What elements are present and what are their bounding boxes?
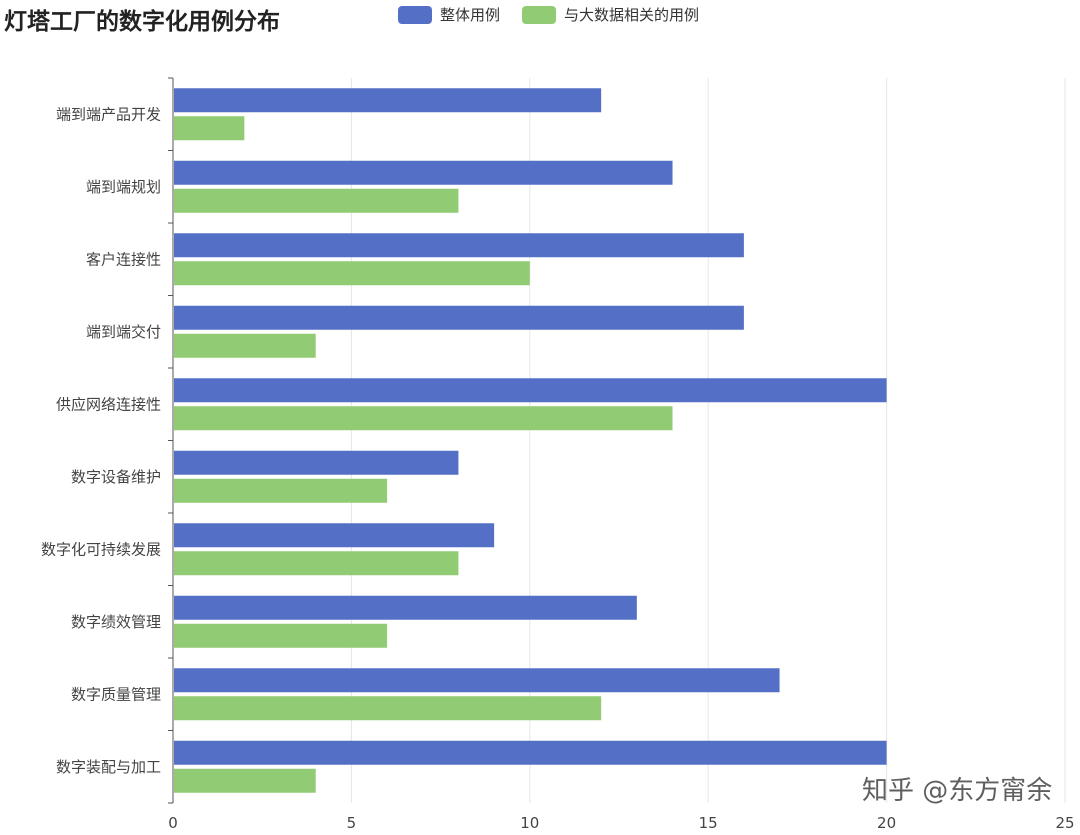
legend-item-overall[interactable]: 整体用例 bbox=[398, 4, 500, 25]
legend-label-bigdata: 与大数据相关的用例 bbox=[564, 6, 700, 24]
y-tick-label-6: 数字化可持续发展 bbox=[41, 540, 161, 558]
x-tick-label-0: 0 bbox=[168, 814, 178, 832]
bar-series1-6 bbox=[174, 551, 459, 576]
y-tick-label-0: 端到端产品开发 bbox=[56, 105, 161, 123]
bar-series0-6 bbox=[174, 523, 495, 548]
x-tick-label-2: 10 bbox=[520, 814, 539, 832]
bar-series1-9 bbox=[174, 768, 316, 793]
bar-series1-7 bbox=[174, 623, 388, 648]
legend[interactable]: 整体用例 与大数据相关的用例 bbox=[398, 4, 721, 25]
y-tick-label-8: 数字质量管理 bbox=[71, 685, 161, 703]
chart-title: 灯塔工厂的数字化用例分布 bbox=[4, 9, 280, 35]
x-tick-label-1: 5 bbox=[347, 814, 357, 832]
x-tick-label-5: 25 bbox=[1055, 814, 1074, 832]
bar-series0-8 bbox=[174, 668, 780, 693]
y-tick-label-2: 客户连接性 bbox=[86, 250, 161, 268]
y-tick-label-5: 数字设备维护 bbox=[71, 468, 161, 486]
bar-series0-4 bbox=[174, 378, 887, 403]
bar-series1-8 bbox=[174, 696, 602, 721]
y-tick-label-3: 端到端交付 bbox=[86, 323, 161, 341]
y-tick-label-7: 数字绩效管理 bbox=[71, 613, 161, 631]
bar-series0-2 bbox=[174, 233, 744, 258]
bar-series1-1 bbox=[174, 188, 459, 213]
legend-swatch-overall bbox=[398, 5, 432, 24]
bar-series0-0 bbox=[174, 88, 602, 113]
bar-series1-4 bbox=[174, 406, 673, 431]
legend-label-overall: 整体用例 bbox=[440, 6, 501, 24]
bar-series0-7 bbox=[174, 595, 637, 620]
bar-series0-3 bbox=[174, 305, 744, 330]
legend-swatch-bigdata bbox=[522, 5, 557, 24]
bar-series1-0 bbox=[174, 116, 245, 141]
legend-item-bigdata[interactable]: 与大数据相关的用例 bbox=[522, 4, 699, 25]
x-tick-label-3: 15 bbox=[699, 814, 718, 832]
bar-series0-9 bbox=[174, 740, 887, 765]
y-tick-label-4: 供应网络连接性 bbox=[56, 395, 161, 413]
bar-series1-2 bbox=[174, 261, 530, 286]
bar-series1-3 bbox=[174, 333, 316, 358]
y-tick-label-9: 数字装配与加工 bbox=[56, 758, 161, 776]
watermark: 知乎 @东方甯余 bbox=[862, 776, 1053, 806]
bar-series1-5 bbox=[174, 478, 388, 503]
x-tick-label-4: 20 bbox=[877, 814, 896, 832]
y-tick-label-1: 端到端规划 bbox=[86, 178, 161, 196]
bar-series0-5 bbox=[174, 450, 459, 475]
bar-series0-1 bbox=[174, 160, 673, 185]
